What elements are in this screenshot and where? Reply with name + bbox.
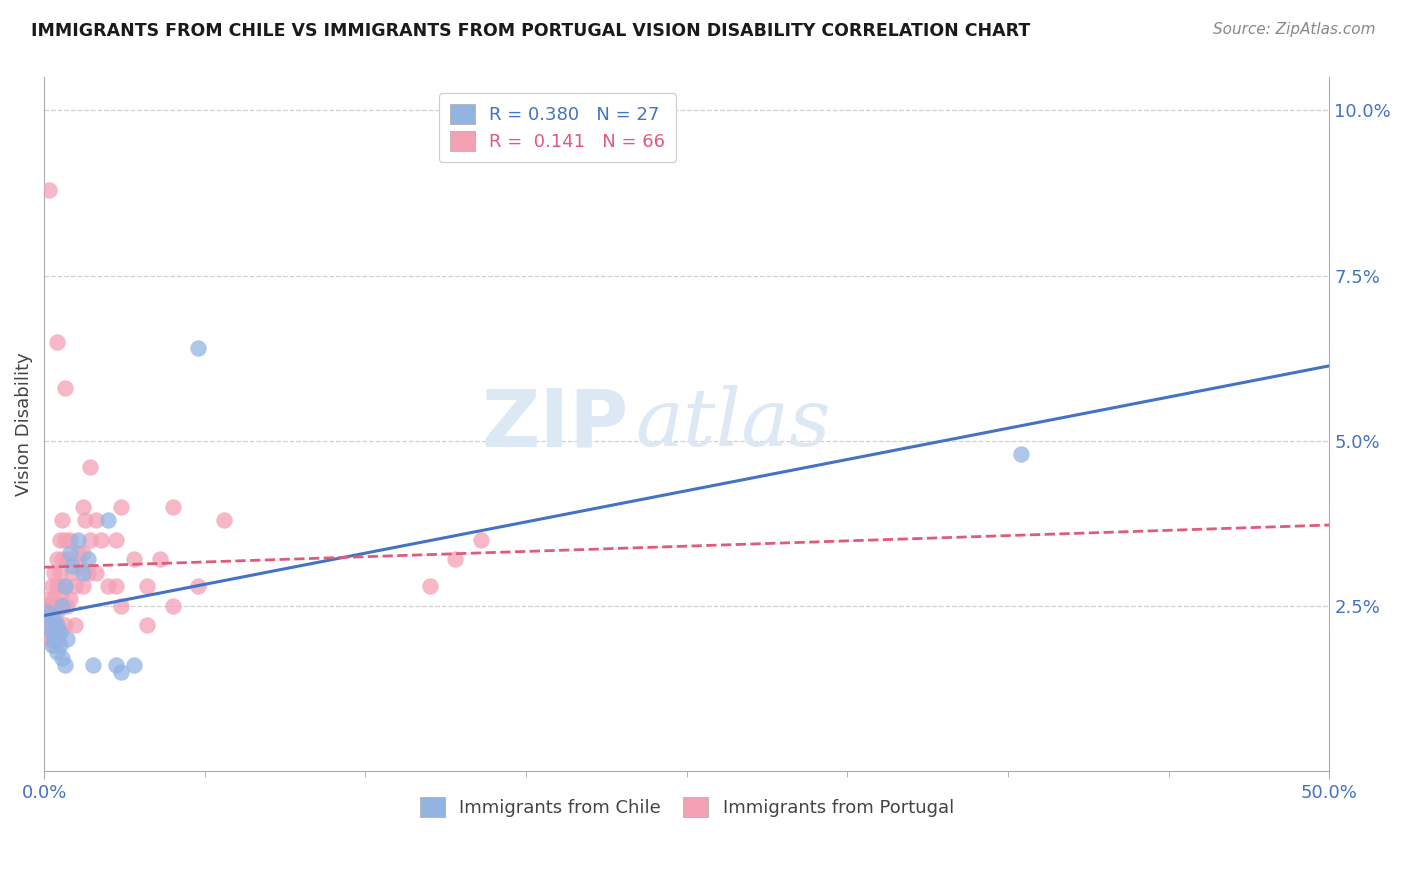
Point — [66, 533, 89, 547]
Point — [53, 618, 76, 632]
Point — [44, 612, 66, 626]
Point — [41, 612, 63, 626]
Point — [59, 533, 82, 547]
Point — [63, 579, 86, 593]
Point — [79, 533, 101, 547]
Point — [149, 552, 172, 566]
Point — [60, 566, 83, 580]
Point — [76, 552, 98, 566]
Point — [110, 599, 132, 613]
Point — [41, 625, 63, 640]
Point — [44, 566, 66, 580]
Point — [110, 665, 132, 679]
Point — [72, 546, 94, 560]
Point — [162, 500, 184, 514]
Point — [110, 500, 132, 514]
Text: atlas: atlas — [636, 385, 831, 463]
Point — [59, 592, 82, 607]
Point — [38, 605, 60, 619]
Point — [35, 612, 58, 626]
Point — [60, 559, 83, 574]
Point — [97, 579, 120, 593]
Point — [48, 625, 70, 640]
Point — [41, 638, 63, 652]
Point — [59, 546, 82, 560]
Point — [212, 513, 235, 527]
Point — [48, 533, 70, 547]
Point — [38, 183, 60, 197]
Point — [53, 533, 76, 547]
Point — [51, 552, 73, 566]
Point — [105, 533, 128, 547]
Point — [84, 566, 107, 580]
Point — [63, 618, 86, 632]
Text: ZIP: ZIP — [482, 385, 628, 463]
Point — [48, 638, 70, 652]
Point — [48, 599, 70, 613]
Point — [53, 658, 76, 673]
Point — [66, 546, 89, 560]
Point — [136, 579, 159, 593]
Point — [51, 651, 73, 665]
Point — [35, 599, 58, 613]
Point — [105, 579, 128, 593]
Point — [1010, 447, 1032, 461]
Point — [79, 460, 101, 475]
Point — [419, 579, 441, 593]
Point — [122, 658, 145, 673]
Point — [72, 500, 94, 514]
Point — [187, 341, 209, 355]
Point — [76, 566, 98, 580]
Point — [56, 632, 79, 646]
Point — [136, 618, 159, 632]
Point — [44, 638, 66, 652]
Point — [105, 658, 128, 673]
Point — [51, 585, 73, 599]
Point — [187, 579, 209, 593]
Point — [56, 599, 79, 613]
Point — [51, 599, 73, 613]
Point — [41, 579, 63, 593]
Y-axis label: Vision Disability: Vision Disability — [15, 352, 32, 496]
Point — [84, 513, 107, 527]
Point — [470, 533, 492, 547]
Point — [41, 599, 63, 613]
Point — [46, 632, 69, 646]
Point — [51, 513, 73, 527]
Point — [44, 592, 66, 607]
Point — [38, 618, 60, 632]
Point — [44, 618, 66, 632]
Point — [56, 552, 79, 566]
Point — [46, 645, 69, 659]
Point — [97, 513, 120, 527]
Point — [46, 334, 69, 349]
Text: Source: ZipAtlas.com: Source: ZipAtlas.com — [1212, 22, 1375, 37]
Point — [53, 381, 76, 395]
Point — [35, 605, 58, 619]
Point — [69, 559, 91, 574]
Point — [82, 658, 104, 673]
Point — [38, 592, 60, 607]
Point — [38, 618, 60, 632]
Point — [46, 605, 69, 619]
Point — [75, 513, 97, 527]
Text: IMMIGRANTS FROM CHILE VS IMMIGRANTS FROM PORTUGAL VISION DISABILITY CORRELATION : IMMIGRANTS FROM CHILE VS IMMIGRANTS FROM… — [31, 22, 1031, 40]
Point — [41, 632, 63, 646]
Point — [444, 552, 467, 566]
Point — [72, 566, 94, 580]
Point — [38, 632, 60, 646]
Point — [53, 579, 76, 593]
Point — [72, 579, 94, 593]
Point — [162, 599, 184, 613]
Point — [46, 552, 69, 566]
Point — [46, 618, 69, 632]
Point — [44, 632, 66, 646]
Point — [48, 566, 70, 580]
Point — [48, 625, 70, 640]
Legend: Immigrants from Chile, Immigrants from Portugal: Immigrants from Chile, Immigrants from P… — [412, 789, 962, 824]
Point — [90, 533, 112, 547]
Point — [53, 579, 76, 593]
Point — [46, 579, 69, 593]
Point — [122, 552, 145, 566]
